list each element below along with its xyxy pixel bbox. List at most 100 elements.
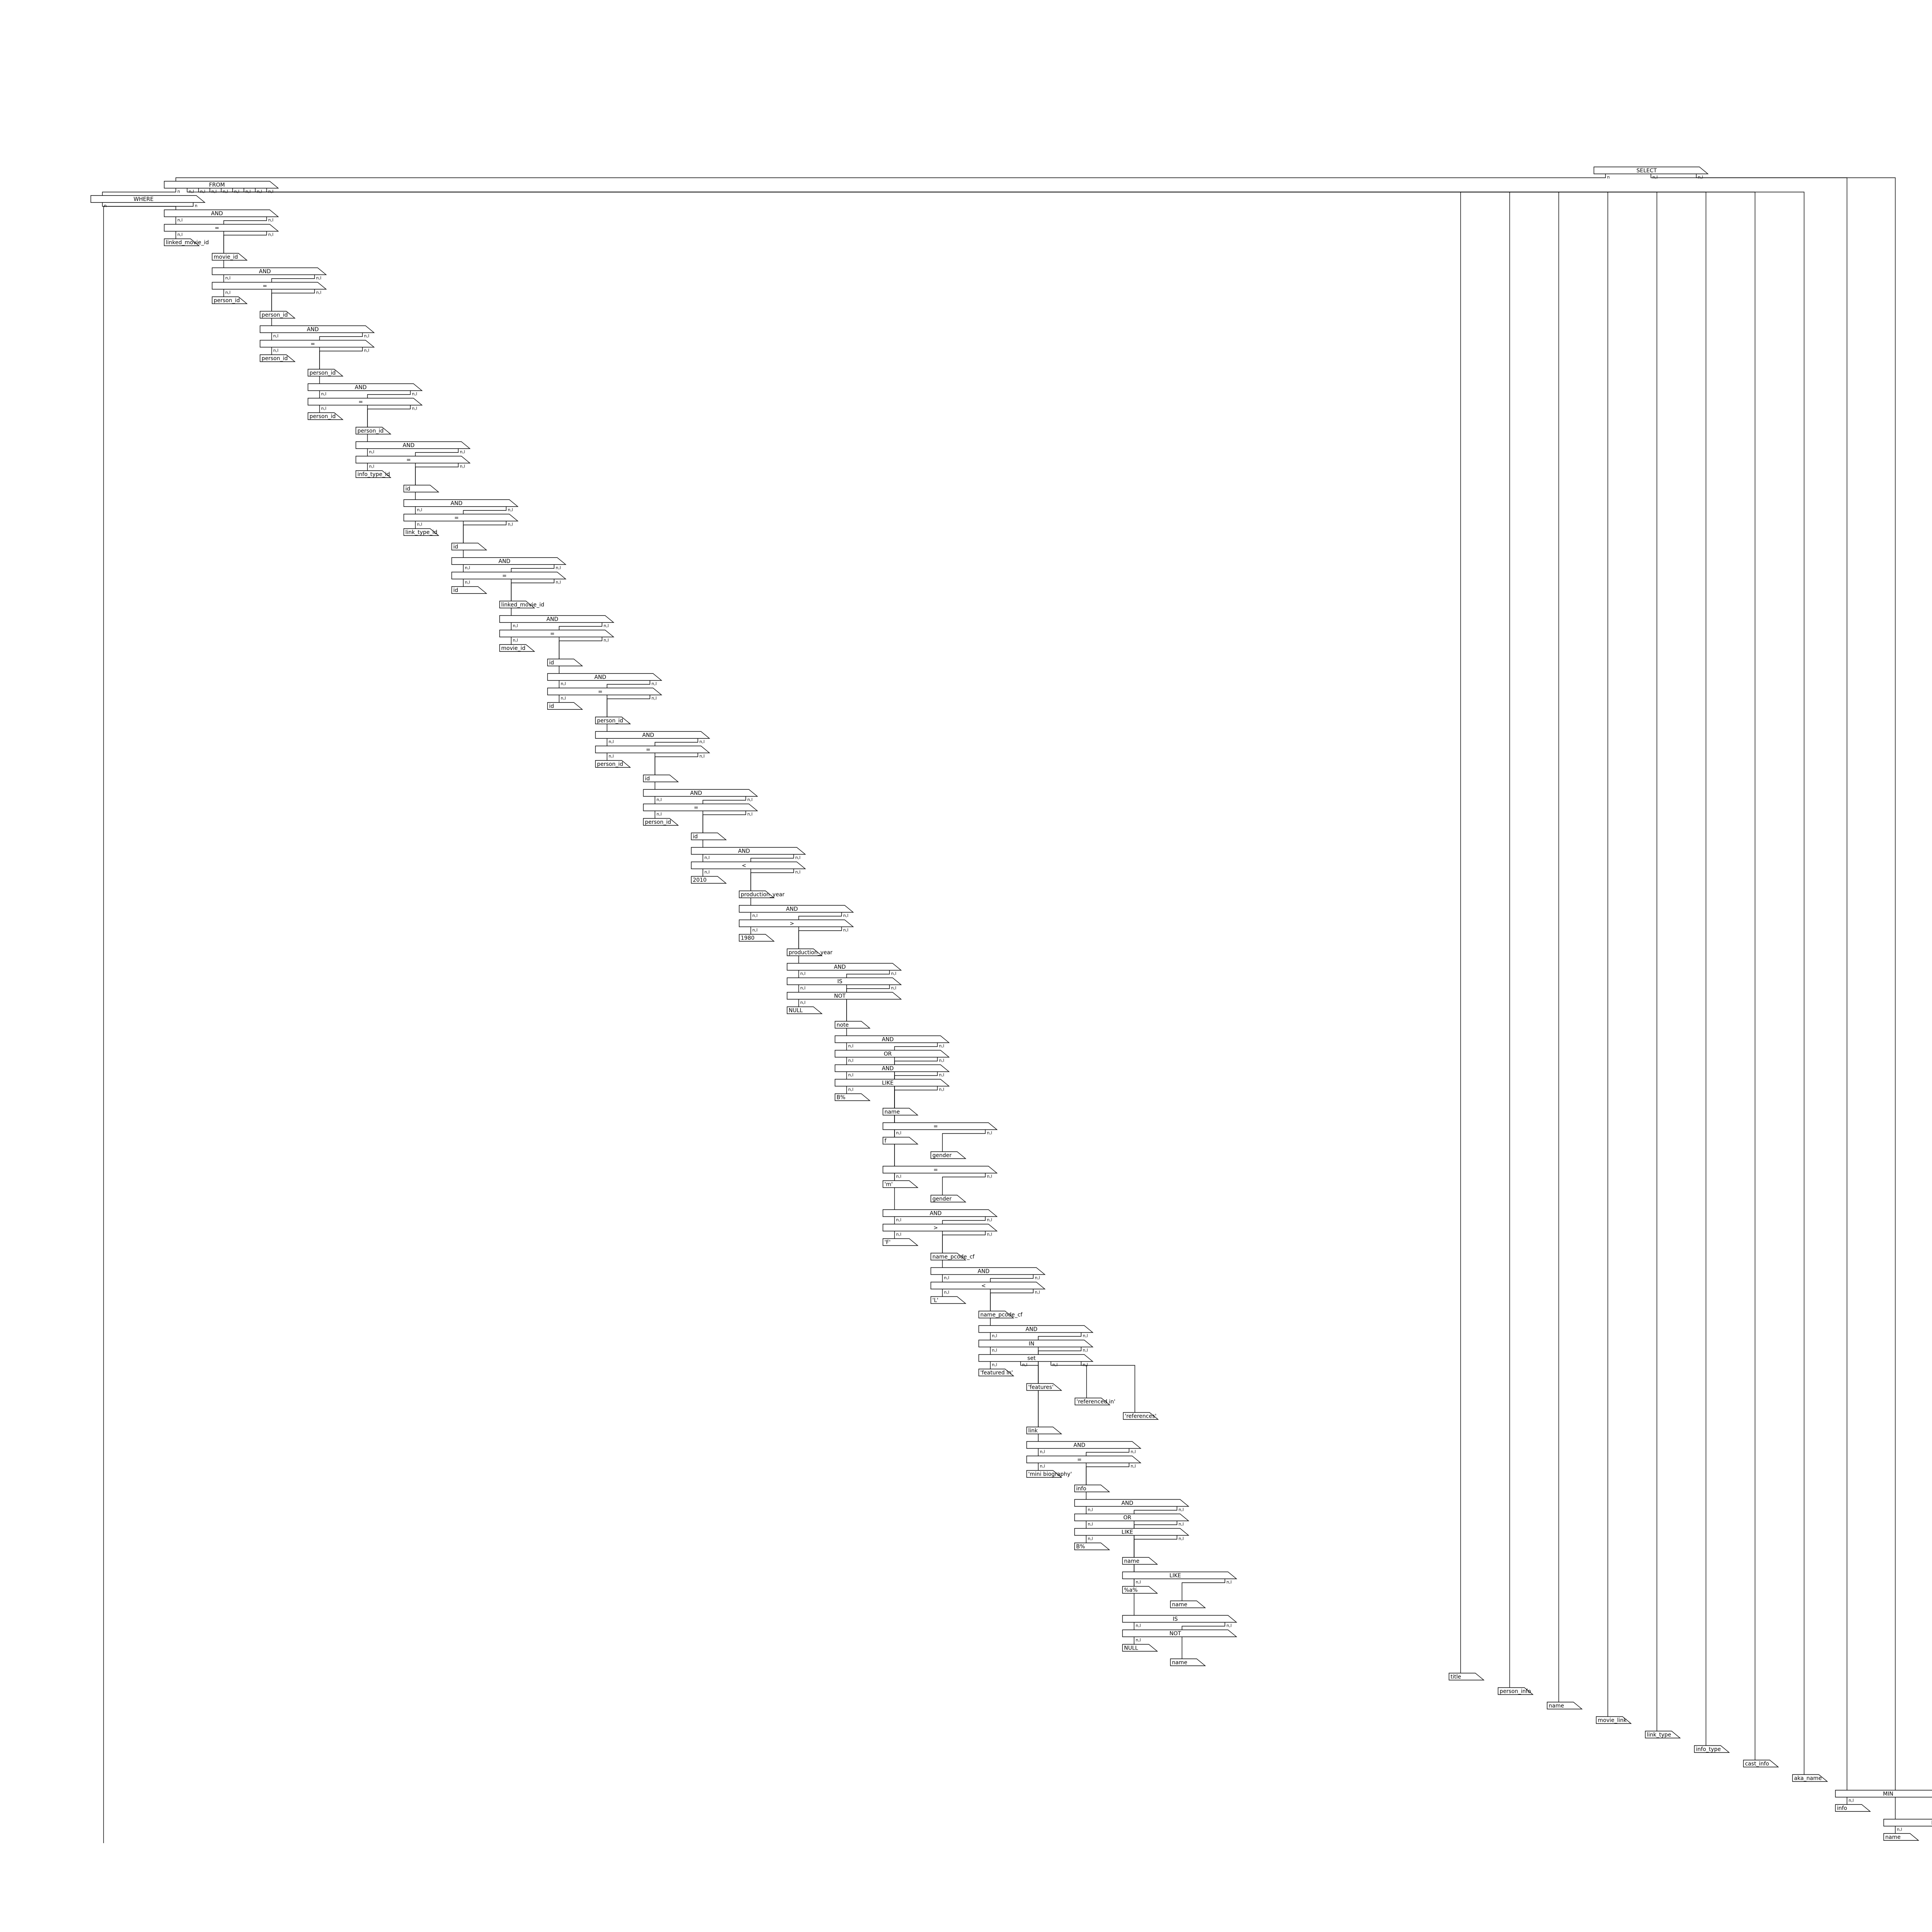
node-label: gender bbox=[932, 1153, 952, 1159]
edge-label: n,l bbox=[939, 1058, 944, 1063]
node-box bbox=[930, 1195, 966, 1202]
edge-label: n,l bbox=[189, 189, 194, 194]
node-box bbox=[883, 1108, 918, 1116]
node-label: person_id bbox=[262, 355, 288, 362]
leaf-node: 'mini biography' bbox=[1026, 1470, 1072, 1478]
node-box bbox=[1074, 1499, 1189, 1507]
node-label: FROM bbox=[209, 182, 225, 188]
node-box bbox=[308, 398, 423, 406]
operator-node: = bbox=[260, 340, 375, 348]
edge-label: n,l bbox=[609, 754, 614, 759]
edge-label: n,l bbox=[752, 913, 758, 918]
edge-label: n,l bbox=[704, 855, 710, 860]
node-label: movie_id bbox=[501, 645, 526, 651]
tree-edge bbox=[1134, 1535, 1177, 1558]
operator-node: < bbox=[930, 1282, 1046, 1289]
operator-node: LIKE bbox=[1074, 1528, 1189, 1536]
operator-node: OR bbox=[835, 1050, 950, 1058]
node-box bbox=[978, 1311, 1014, 1318]
tree-edge bbox=[846, 985, 890, 1021]
node-label: note bbox=[837, 1022, 849, 1028]
edge-label: n,l bbox=[225, 276, 231, 281]
node-label: AND bbox=[355, 384, 367, 391]
node-label: id bbox=[549, 703, 554, 709]
node-box bbox=[1170, 1658, 1206, 1666]
node-box bbox=[643, 774, 679, 782]
edge-label: n,l bbox=[460, 449, 465, 454]
node-label: = bbox=[263, 283, 267, 289]
node-label: AND bbox=[211, 211, 223, 217]
node-box bbox=[739, 890, 775, 898]
edge-label: n,l bbox=[699, 739, 705, 744]
leaf-node: name_pcode_cf bbox=[930, 1253, 975, 1260]
operator-node: = bbox=[164, 224, 279, 232]
node-box bbox=[451, 586, 487, 594]
node-box bbox=[930, 1282, 1046, 1289]
tree-edge bbox=[198, 188, 1510, 1688]
node-box bbox=[1074, 1485, 1110, 1492]
node-box bbox=[1792, 1774, 1828, 1782]
node-label: person_id bbox=[645, 819, 671, 825]
tree-edge bbox=[1081, 1361, 1135, 1413]
edge-label: n,l bbox=[1053, 1362, 1058, 1367]
operator-node: OR bbox=[1074, 1514, 1189, 1521]
tree-edge bbox=[1050, 1361, 1087, 1398]
node-label: AND bbox=[546, 616, 558, 622]
node-box bbox=[1026, 1427, 1062, 1434]
node-label: set bbox=[1027, 1355, 1036, 1362]
tree-edge bbox=[894, 1086, 938, 1108]
node-label: > bbox=[790, 921, 794, 927]
node-box bbox=[691, 832, 727, 840]
node-label: AND bbox=[786, 906, 798, 912]
operator-node: AND bbox=[930, 1267, 1046, 1275]
edge-label: n,l bbox=[1226, 1623, 1232, 1628]
node-label: = bbox=[598, 689, 603, 695]
edge-label: n,l bbox=[896, 1131, 901, 1136]
node-label: %a% bbox=[1124, 1587, 1138, 1594]
node-label: AND bbox=[259, 269, 271, 275]
node-box bbox=[212, 253, 248, 261]
tree-edge bbox=[103, 202, 194, 1843]
node-box bbox=[1645, 1731, 1681, 1738]
node-label: = bbox=[934, 1167, 938, 1173]
operator-node: NOT bbox=[787, 992, 902, 1000]
leaf-node: person_info bbox=[1498, 1687, 1534, 1695]
node-label: LIKE bbox=[1170, 1573, 1181, 1579]
edge-label: n,l bbox=[364, 348, 369, 353]
node-box bbox=[595, 760, 631, 768]
node-label: name bbox=[1549, 1703, 1564, 1709]
node-label: = bbox=[694, 805, 699, 811]
tree-edge bbox=[1086, 1463, 1129, 1485]
node-box bbox=[1835, 1790, 1932, 1798]
node-label: cast_info bbox=[1745, 1761, 1769, 1767]
edge-label: n,l bbox=[321, 406, 327, 411]
leaf-node: 'features' bbox=[1026, 1383, 1062, 1391]
node-label: id bbox=[549, 660, 554, 666]
node-label: name bbox=[1172, 1602, 1187, 1608]
node-box bbox=[260, 311, 296, 319]
leaf-node: id bbox=[691, 832, 727, 840]
node-label: < bbox=[981, 1283, 986, 1289]
node-box bbox=[1026, 1383, 1062, 1391]
edge-label: n,l bbox=[987, 1218, 992, 1223]
operator-node: AND bbox=[643, 789, 758, 797]
node-label: f bbox=[884, 1138, 887, 1144]
tree-edge bbox=[798, 912, 842, 963]
edge-label: n,l bbox=[508, 507, 513, 512]
edge-label: n,l bbox=[891, 986, 896, 991]
node-box bbox=[883, 1209, 998, 1217]
node-label: 'features' bbox=[1028, 1384, 1054, 1391]
edge-label: n,l bbox=[704, 870, 710, 875]
edge-label: n,l bbox=[412, 391, 417, 396]
tree-edges: n n n n,l n,l n,l n,l n,l n,l n,l n,l n,l n,l n,l n,l n… bbox=[102, 174, 1902, 1843]
operator-node: AND bbox=[403, 499, 519, 507]
node-label: < bbox=[742, 863, 747, 869]
node-box bbox=[260, 354, 296, 362]
edge-label: n,l bbox=[1849, 1798, 1854, 1803]
edge-label: n,l bbox=[1131, 1464, 1136, 1469]
operator-node: LIKE bbox=[835, 1079, 950, 1087]
edge-label: n,l bbox=[1136, 1580, 1141, 1585]
node-label: person_id bbox=[597, 718, 623, 724]
edge-label: n,l bbox=[561, 696, 566, 701]
